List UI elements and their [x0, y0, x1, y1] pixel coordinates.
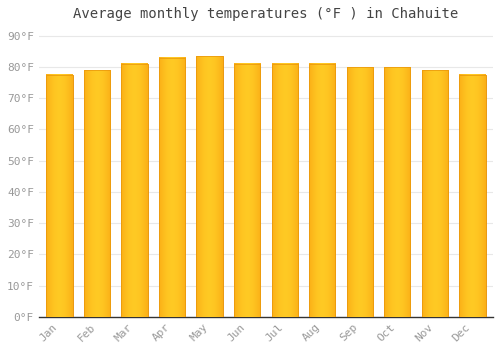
Bar	[234, 64, 260, 317]
Bar	[46, 75, 72, 317]
Bar	[460, 75, 485, 317]
Bar	[460, 75, 485, 317]
Bar	[159, 57, 185, 317]
Bar	[196, 56, 223, 317]
Bar	[309, 64, 336, 317]
Bar	[122, 64, 148, 317]
Bar	[384, 67, 410, 317]
Bar	[122, 64, 148, 317]
Bar	[196, 56, 223, 317]
Bar	[234, 64, 260, 317]
Bar	[84, 70, 110, 317]
Bar	[346, 67, 373, 317]
Bar	[46, 75, 72, 317]
Bar	[309, 64, 336, 317]
Bar	[272, 64, 298, 317]
Bar	[422, 70, 448, 317]
Bar	[159, 57, 185, 317]
Bar	[346, 67, 373, 317]
Bar	[84, 70, 110, 317]
Bar	[422, 70, 448, 317]
Bar	[384, 67, 410, 317]
Bar	[272, 64, 298, 317]
Title: Average monthly temperatures (°F ) in Chahuite: Average monthly temperatures (°F ) in Ch…	[74, 7, 458, 21]
